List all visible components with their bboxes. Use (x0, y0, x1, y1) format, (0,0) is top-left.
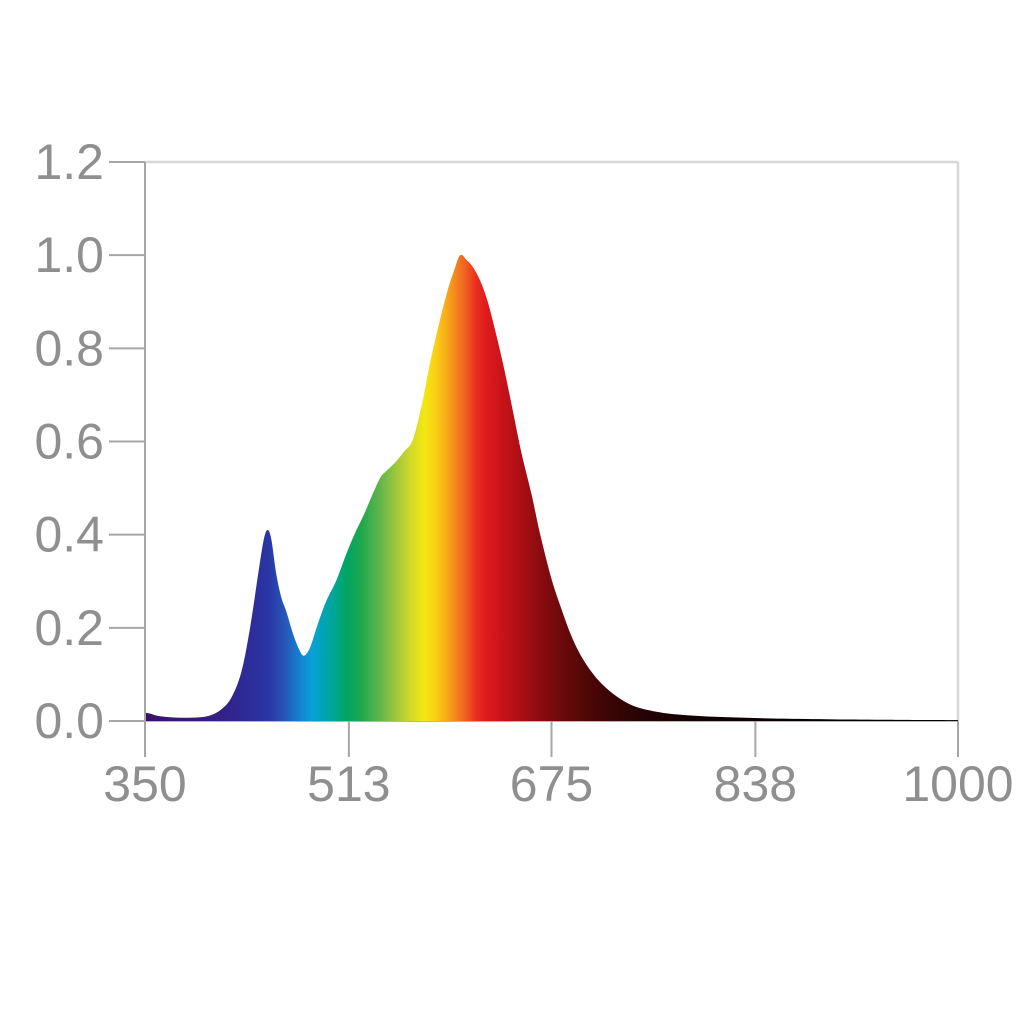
x-tick-label: 350 (103, 756, 186, 812)
y-tick-label: 0.2 (34, 600, 104, 656)
y-tick-label: 0.4 (34, 507, 104, 563)
spectral-area (145, 254, 958, 722)
x-tick-label: 1000 (902, 756, 1013, 812)
x-tick-label: 675 (510, 756, 593, 812)
y-tick-label: 1.2 (34, 134, 104, 190)
x-tick-label: 838 (714, 756, 797, 812)
y-tick-label: 0.8 (34, 320, 104, 376)
y-tick-label: 1.0 (34, 227, 104, 283)
x-tick-label: 513 (307, 756, 390, 812)
y-tick-label: 0.0 (34, 693, 104, 749)
y-tick-label: 0.6 (34, 414, 104, 470)
